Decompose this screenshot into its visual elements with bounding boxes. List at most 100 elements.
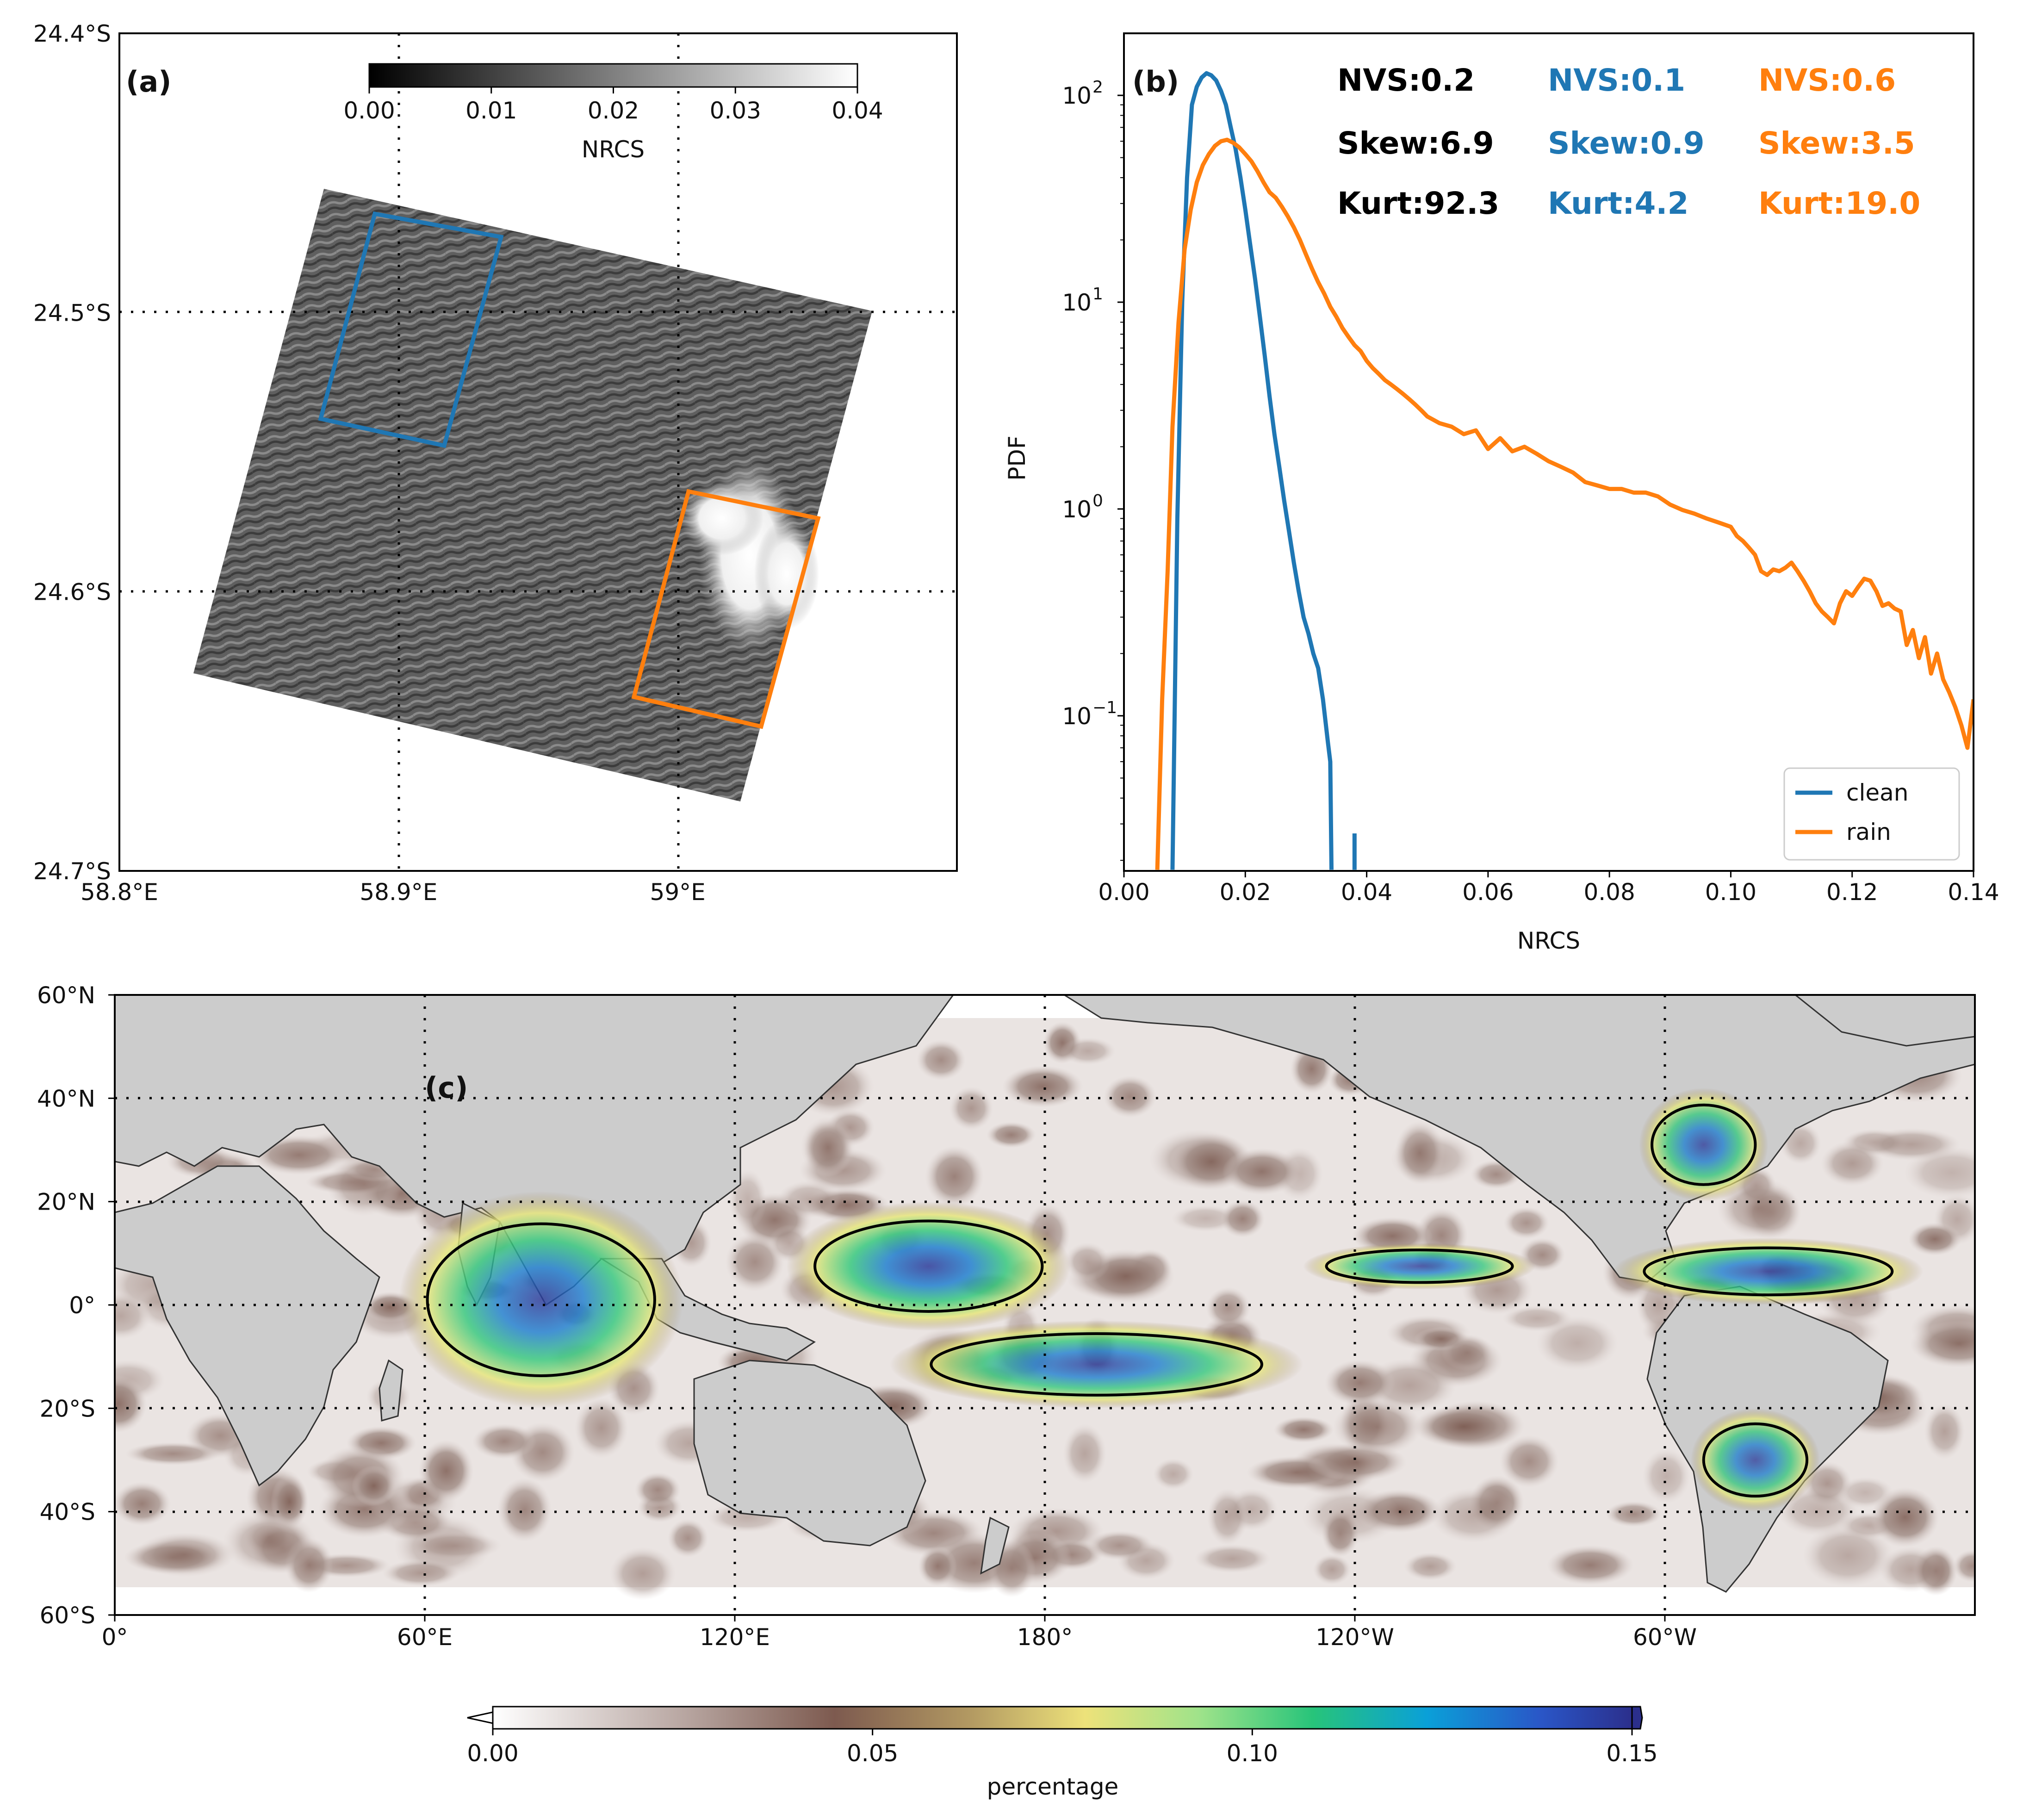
stat-nvs: NVS:0.2	[1337, 62, 1475, 98]
stat-kurt: Kurt:4.2	[1548, 186, 1688, 221]
y-tick-label-c: 60°N	[37, 982, 95, 1009]
x-tick-label-b: 0.08	[1583, 879, 1635, 906]
x-tick-label-a: 58.8°E	[81, 879, 158, 906]
ocean-percentage-blob	[1413, 1405, 1514, 1448]
ocean-percentage-blob	[134, 1532, 235, 1577]
y-tick-label-b: 10	[1062, 703, 1092, 730]
legend-label-rain: rain	[1846, 819, 1891, 845]
colorbar-a-tick-label: 0.01	[465, 97, 517, 124]
x-tick-label-b: 0.06	[1462, 879, 1514, 906]
ocean-percentage-blob	[1502, 1305, 1573, 1332]
stat-kurt: Kurt:19.0	[1758, 186, 1920, 221]
ocean-percentage-blob	[1313, 1554, 1352, 1585]
ocean-percentage-blob	[1820, 1141, 1884, 1186]
rain-band-contour	[1702, 1422, 1809, 1498]
x-tick-label-c: 180°	[1017, 1624, 1073, 1651]
colorbar-c-bar	[492, 1706, 1633, 1730]
x-tick-label-c: 0°	[102, 1624, 128, 1651]
colorbar-a-label: NRCS	[582, 136, 645, 163]
y-axis-label-b: PDF	[1004, 435, 1030, 480]
land-madagascar	[379, 1359, 403, 1422]
ocean-percentage-blob	[1908, 1222, 1961, 1256]
y-tick-label-a: 24.4°S	[33, 20, 111, 47]
land-africa	[115, 1165, 380, 1487]
ocean-percentage-blob	[1879, 1547, 1943, 1593]
stat-kurt: Kurt:92.3	[1337, 186, 1499, 221]
colorbar-c-low-extend	[467, 1711, 494, 1724]
ocean-percentage-blob	[609, 1547, 676, 1601]
x-axis-label-b: NRCS	[1517, 927, 1580, 954]
rain-band-region	[399, 1191, 683, 1409]
ocean-percentage-blob	[351, 1465, 397, 1506]
panel-a-frame	[118, 32, 958, 872]
rain-cell-bright	[754, 518, 819, 629]
y-tick-exponent-b: 2	[1092, 78, 1103, 97]
ocean-percentage-blob	[1103, 1075, 1157, 1118]
ocean-percentage-blob	[777, 1180, 842, 1218]
ocean-percentage-blob	[918, 1546, 957, 1587]
y-tick-label-a: 24.7°S	[33, 858, 111, 885]
ocean-percentage-blob	[949, 1086, 993, 1131]
panel-c: (c) 0° 60°E 120°E 180° 120°W 60°W 60°N 40°N 20°N…	[37, 982, 1976, 1800]
y-tick-label-c: 20°N	[37, 1189, 95, 1216]
y-tick-exponent-b: 0	[1092, 491, 1103, 510]
x-tick-label-c: 60°E	[397, 1624, 453, 1651]
ocean-percentage-blob	[115, 1292, 151, 1340]
y-tick-label-b: 10	[1062, 496, 1092, 523]
ocean-percentage-blob	[1194, 1544, 1271, 1573]
rain-cell-bright	[680, 481, 763, 555]
ocean-percentage-blob	[574, 1397, 628, 1459]
ocean-percentage-blob	[125, 1442, 222, 1466]
land-new-zealand	[980, 1516, 1010, 1575]
ocean-percentage-blob	[801, 1116, 856, 1178]
ocean-percentage-blob	[1324, 1360, 1396, 1406]
ocean-percentage-blob	[1086, 1530, 1154, 1560]
colorbar-c-label: percentage	[987, 1773, 1119, 1800]
y-tick-label-c: 60°S	[40, 1602, 95, 1629]
colorbar-c: 0.00 0.05 0.10 0.15 percentage	[467, 1706, 1658, 1800]
ocean-percentage-blob	[1910, 1320, 1975, 1368]
ocean-percentage-blob	[1063, 1423, 1107, 1484]
colorbar-c-high-extend	[1631, 1706, 1643, 1730]
legend-label-clean: clean	[1846, 779, 1908, 806]
stat-skew: Skew:0.9	[1548, 125, 1705, 161]
ocean-percentage-blob	[222, 1510, 317, 1574]
ocean-percentage-blob	[667, 1519, 708, 1558]
series-line-rain	[1155, 137, 1974, 870]
colorbar-c-tick-label: 0.00	[467, 1740, 518, 1767]
panel-b-frame	[1123, 32, 1974, 872]
panel-a: (a) 0.00 0.01 0.02 0.03 0.04 NRCS 58.8°E 58.9…	[33, 20, 958, 906]
panel-a-label: (a)	[126, 65, 172, 99]
ocean-percentage-blob	[1403, 1552, 1457, 1581]
y-tick-label-a: 24.5°S	[33, 299, 111, 326]
rain-band-region	[1613, 1237, 1924, 1305]
x-tick-label-b: 0.14	[1948, 879, 1999, 906]
colorbar-a-tick-label: 0.04	[832, 97, 883, 124]
x-tick-label-c: 120°E	[700, 1624, 770, 1651]
stat-skew: Skew:3.5	[1758, 125, 1915, 161]
stat-nvs: NVS:0.1	[1548, 62, 1685, 98]
ocean-percentage-blob	[1206, 1287, 1251, 1329]
panel-c-label: (c)	[425, 1071, 468, 1105]
colorbar-c-tick-label: 0.10	[1227, 1740, 1278, 1767]
legend-b: clean rain	[1783, 767, 1960, 861]
x-tick-label-c: 120°W	[1316, 1624, 1394, 1651]
x-tick-label-c: 60°W	[1633, 1624, 1697, 1651]
clean-region-box	[318, 211, 504, 448]
rain-band-region	[1690, 1408, 1820, 1512]
ocean-percentage-blob	[1546, 1545, 1634, 1585]
ocean-percentage-blob	[925, 1145, 984, 1208]
ocean-percentage-blob	[1499, 1435, 1559, 1488]
ocean-percentage-blob	[1441, 1334, 1493, 1371]
ocean-percentage-blob	[1064, 1242, 1111, 1281]
x-tick-label-a: 59°E	[650, 879, 706, 906]
y-tick-label-b: 10	[1062, 82, 1092, 109]
x-tick-label-b: 0.00	[1098, 879, 1149, 906]
rain-band-contour	[1651, 1103, 1757, 1186]
ocean-percentage-blob	[1060, 1037, 1116, 1065]
rain-band-contour	[930, 1332, 1264, 1397]
ocean-percentage-blob	[1300, 1486, 1401, 1545]
ocean-percentage-blob	[1904, 1146, 1975, 1199]
